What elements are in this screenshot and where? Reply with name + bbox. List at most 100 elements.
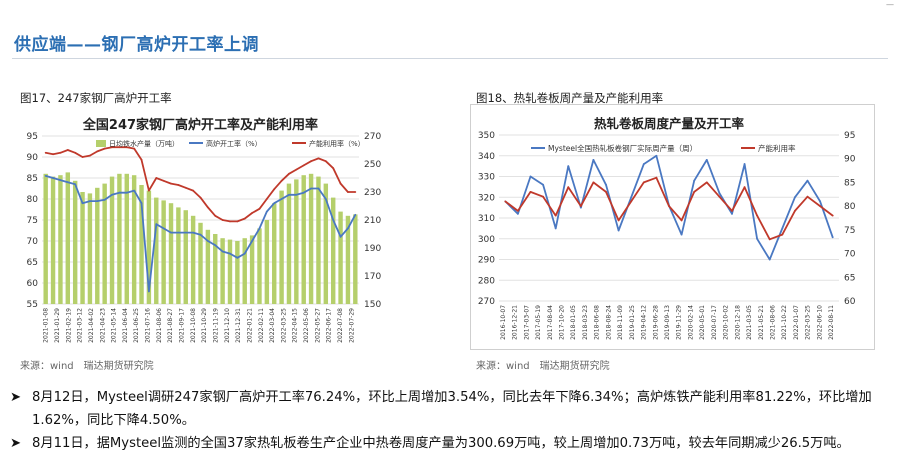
- data-point: [630, 200, 633, 203]
- data-point: [295, 193, 298, 196]
- data-point: [133, 147, 136, 150]
- bar: [154, 197, 159, 304]
- bar: [176, 207, 181, 304]
- bar: [213, 234, 218, 304]
- data-point: [273, 188, 276, 191]
- data-point: [310, 160, 312, 163]
- y-left-tick-label: 55: [27, 300, 38, 310]
- data-point: [592, 181, 595, 184]
- y-right-tick-label: 270: [364, 132, 381, 142]
- y-left-tick-label: 90: [27, 153, 39, 163]
- bullet-arrow-icon: ➤: [10, 390, 22, 405]
- bar: [235, 241, 240, 304]
- data-point: [705, 181, 708, 184]
- y-right-tick-label: 70: [844, 250, 856, 260]
- data-point: [147, 189, 150, 192]
- x-tick-label: 2022-05-06: [303, 308, 310, 343]
- y-left-tick-label: 300: [478, 235, 495, 245]
- data-point: [52, 153, 54, 156]
- data-point: [199, 196, 202, 199]
- data-point: [743, 163, 746, 165]
- x-tick-label: 2019-01-25: [629, 305, 636, 340]
- bar: [95, 187, 100, 304]
- data-point: [354, 191, 357, 193]
- data-point: [89, 200, 91, 202]
- bar: [109, 176, 115, 304]
- bullet-item: ➤ 8月11日，据Mysteel监测的全国37家热轧板卷生产企业中热卷周度产量为…: [10, 432, 895, 455]
- data-point: [354, 213, 357, 216]
- x-tick-label: 2021-11-19: [212, 308, 219, 343]
- y-right-tick-label: 60: [844, 297, 856, 307]
- title-divider: [12, 58, 888, 59]
- x-tick-label: 2021-10-08: [190, 308, 197, 343]
- legend-label: 产能利用率（%）: [309, 139, 365, 148]
- y-left-tick-label: 65: [27, 258, 38, 268]
- bar: [338, 211, 343, 304]
- bullet-arrow-icon: ➤: [10, 436, 22, 451]
- bar: [102, 183, 107, 304]
- bar: [72, 180, 78, 304]
- data-point: [324, 160, 327, 163]
- data-point: [273, 202, 276, 205]
- x-tick-label: 2021-06-04: [122, 308, 129, 343]
- bullet-item: ➤ 8月12日，Mysteel调研247家钢厂高炉开工率76.24%，环比上周增…: [10, 386, 895, 432]
- y-left-tick-label: 320: [478, 193, 495, 203]
- y-left-tick-label: 280: [478, 276, 495, 286]
- data-point: [310, 187, 312, 190]
- data-point: [140, 202, 143, 205]
- bar: [294, 179, 299, 304]
- data-point: [243, 252, 246, 255]
- data-point: [184, 231, 187, 234]
- data-point: [302, 164, 305, 167]
- x-tick-label: 2022-07-29: [348, 308, 355, 343]
- bar: [353, 214, 358, 304]
- x-tick-label: 2018-01-05: [570, 305, 577, 340]
- x-tick-label: 2021-07-16: [145, 308, 152, 343]
- y-right-tick-label: 230: [364, 188, 381, 198]
- bar: [301, 175, 306, 304]
- fig18-chart-frame: 270 280 290 300 310 320 330 340 350 60 65 70 75 80 85 9…: [470, 104, 875, 350]
- data-point: [170, 231, 172, 234]
- x-tick-label: 2022-03-25: [805, 305, 812, 340]
- x-tick-label: 2019-11-29: [676, 305, 683, 340]
- x-tick-label: 2018-06-08: [594, 305, 601, 340]
- data-point: [347, 227, 349, 230]
- y-left-tick-label: 80: [27, 195, 39, 205]
- fig17-source: 来源：wind 瑞达期货研究院: [20, 361, 154, 372]
- fig17-caption: 图17、247家钢厂高炉开工率: [20, 91, 172, 105]
- x-tick-label: 2018-11-09: [617, 305, 624, 340]
- data-point: [199, 233, 202, 236]
- data-point: [118, 146, 121, 149]
- x-tick-label: 2022-02-11: [258, 308, 265, 343]
- data-point: [162, 227, 165, 230]
- fig17-chart: 55 60 65 70 75 80 85 90 95 150 170 190 210 230 250 270 2…: [27, 117, 382, 343]
- y-right-tick-label: 250: [364, 160, 381, 170]
- x-tick-label: 2021-06-25: [133, 308, 140, 343]
- data-point: [579, 206, 582, 209]
- data-point: [605, 191, 607, 193]
- x-tick-label: 2018-03-23: [582, 305, 589, 340]
- data-point: [731, 212, 733, 215]
- y-left-tick-label: 270: [478, 297, 495, 307]
- y-right-tick-label: 80: [844, 202, 856, 212]
- data-point: [529, 175, 532, 178]
- data-point: [280, 179, 283, 182]
- data-point: [103, 147, 106, 150]
- x-tick-label: 2020-05-01: [699, 305, 706, 340]
- data-point: [96, 200, 99, 202]
- x-tick-label: 2021-12-31: [235, 308, 242, 343]
- bar: [43, 173, 48, 304]
- x-tick-label: 2022-07-08: [337, 308, 344, 343]
- data-point: [781, 233, 784, 236]
- x-tick-label: 2019-06-28: [652, 305, 659, 340]
- data-point: [794, 196, 796, 199]
- data-point: [66, 181, 69, 184]
- data-point: [768, 238, 771, 241]
- y-left-tick-label: 290: [478, 256, 495, 266]
- x-tick-label: 2021-03-12: [77, 308, 84, 343]
- data-point: [554, 227, 557, 230]
- data-point: [339, 235, 342, 238]
- data-point: [655, 176, 658, 179]
- bar: [272, 203, 277, 304]
- bar: [58, 175, 63, 304]
